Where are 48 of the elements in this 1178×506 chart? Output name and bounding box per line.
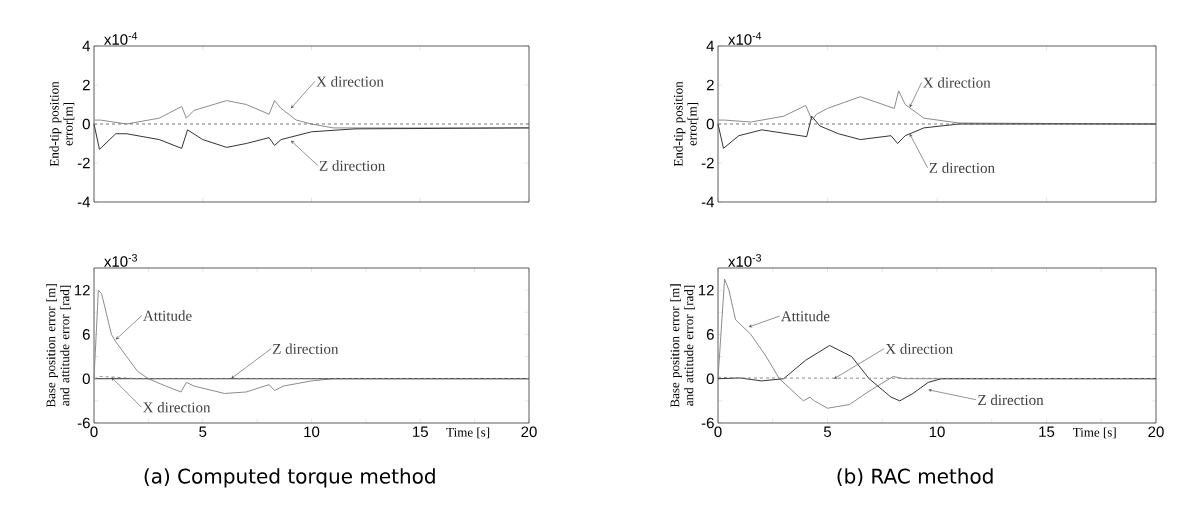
annotation: Z direction [272,343,339,354]
text: x10$^{-3}$ [104,254,137,267]
y-tick-label: 2 [82,79,90,91]
y-tick-label: -4 [701,196,715,208]
x-tick-label: 10 [929,426,945,438]
y-tick-label: -6 [701,417,714,429]
x-axis-title: Time [s] [1072,427,1116,439]
x-tick-label: 20 [521,426,537,438]
x-tick-label: 15 [413,426,428,437]
y-axis-title: End-tip position error[m] [49,81,75,167]
text: x10$^{-4}$ [104,32,138,45]
x-axis-title: Time [s] [446,427,490,439]
y-tick-label: 0 [706,373,714,385]
y-tick-label: -2 [77,157,90,169]
annotation: Attitude [781,310,830,322]
text: (b) RAC method [837,468,993,487]
y-tick-label: 4 [706,40,715,52]
y-tick-label: 0 [706,118,714,130]
y-tick-label: -6 [77,417,90,429]
y-tick-label: -4 [77,196,91,208]
y-tick-label: 12 [698,284,714,296]
y-tick-label: 4 [82,40,91,52]
y-tick-label: 2 [706,79,714,91]
y-axis-title: Base position error [m] and attitude error [rad] [46,284,71,408]
annotation: Attitude [143,310,192,321]
x-tick-label: 5 [823,426,832,437]
x-tick-label: 10 [304,426,320,438]
x-tick-label: 20 [1148,426,1164,438]
x-tick-label: 5 [199,426,207,437]
annotation: X direction [142,401,211,413]
annotation: X direction [316,76,384,87]
y-axis-title: Base position error [m] and attitude error [rad] [670,284,695,408]
y-tick-label: 0 [82,373,90,385]
text: x10$^{-3}$ [728,254,762,267]
y-tick-label: 6 [82,329,90,340]
annotation: Z direction [319,160,386,171]
y-tick-label: 6 [706,329,714,340]
x-tick-label: 15 [1039,426,1055,437]
annotation: X direction [885,343,953,354]
annotation: X direction [923,77,991,88]
y-axis-title: End-tip position error[m] [673,81,699,167]
annotation: Z direction [978,394,1044,406]
text: x10$^{-4}$ [728,32,762,45]
text: (a) Computed torque method [144,468,435,488]
annotation: Z direction [929,162,995,174]
y-tick-label: -2 [701,157,714,169]
y-tick-label: 0 [82,118,90,130]
y-tick-label: 12 [74,284,90,296]
